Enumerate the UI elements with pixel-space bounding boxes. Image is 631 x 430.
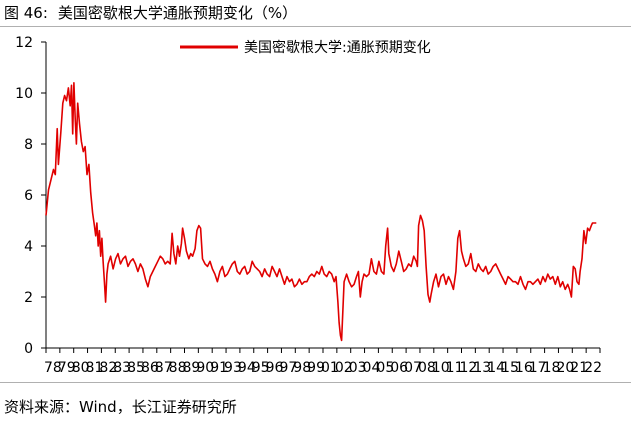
x-tick-label: 88 [169,360,187,376]
figure-title-text: 美国密歇根大学通胀预期变化（%） [57,4,298,22]
x-tick-label: 93 [224,360,242,376]
x-tick-label: 80 [72,360,90,376]
y-tick-label: 2 [24,290,33,306]
x-tick-label: 16 [515,360,533,376]
series-layer [45,82,597,342]
x-tick-label: 17 [529,360,547,376]
y-tick-label: 12 [15,35,33,51]
x-tick-label: 89 [183,360,201,376]
title-divider [0,26,631,27]
x-tick-label: 07 [404,360,422,376]
x-tick-label: 02 [335,360,353,376]
x-tick-label: 94 [238,360,256,376]
x-tick-label: 82 [99,360,117,376]
x-tick-label: 14 [487,360,505,376]
x-tick-label: 98 [293,360,311,376]
x-tick-label: 03 [349,360,367,376]
source-divider [0,382,631,383]
x-tick-label: 79 [58,360,76,376]
series-line-0 [45,82,597,342]
y-tick-label: 4 [24,239,33,255]
figure-number: 图 46: [4,4,48,22]
legend: 美国密歇根大学:通胀预期变化 [180,39,431,56]
x-tick-label: 85 [127,360,145,376]
x-axis: 7879808182838586878889909193949596979899… [44,347,602,376]
x-tick-label: 87 [155,360,173,376]
x-tick-label: 06 [390,360,408,376]
x-tick-label: 04 [363,360,381,376]
y-axis: 0 2 4 6 8 10 12 [15,35,47,357]
x-tick-label: 08 [418,360,436,376]
y-tick-label: 10 [15,86,33,102]
x-tick-label: 99 [307,360,325,376]
figure-title: 图 46: 美国密歇根大学通胀预期变化（%） [4,3,297,23]
x-tick-label: 12 [460,360,478,376]
x-tick-label: 22 [584,360,602,376]
x-tick-label: 18 [543,360,561,376]
x-tick-label: 13 [473,360,491,376]
x-tick-label: 90 [196,360,214,376]
x-tick-label: 97 [279,360,297,376]
x-tick-label: 05 [376,360,394,376]
x-tick-label: 78 [44,360,62,376]
x-tick-label: 21 [570,360,588,376]
y-tick-label: 8 [24,137,33,153]
legend-label: 美国密歇根大学:通胀预期变化 [244,39,431,56]
source-note: 资料来源：Wind，长江证券研究所 [4,398,237,416]
x-tick-label: 20 [556,360,574,376]
x-tick-label: 96 [266,360,284,376]
x-tick-label: 95 [252,360,270,376]
x-tick-label: 91 [210,360,228,376]
x-tick-label: 86 [141,360,159,376]
x-tick-label: 01 [321,360,339,376]
y-tick-label: 6 [24,188,33,204]
x-tick-label: 10 [432,360,450,376]
y-tick-label: 0 [24,341,33,357]
x-tick-label: 83 [113,360,131,376]
x-tick-label: 15 [501,360,519,376]
x-tick-label: 81 [86,360,104,376]
x-tick-label: 11 [446,360,464,376]
